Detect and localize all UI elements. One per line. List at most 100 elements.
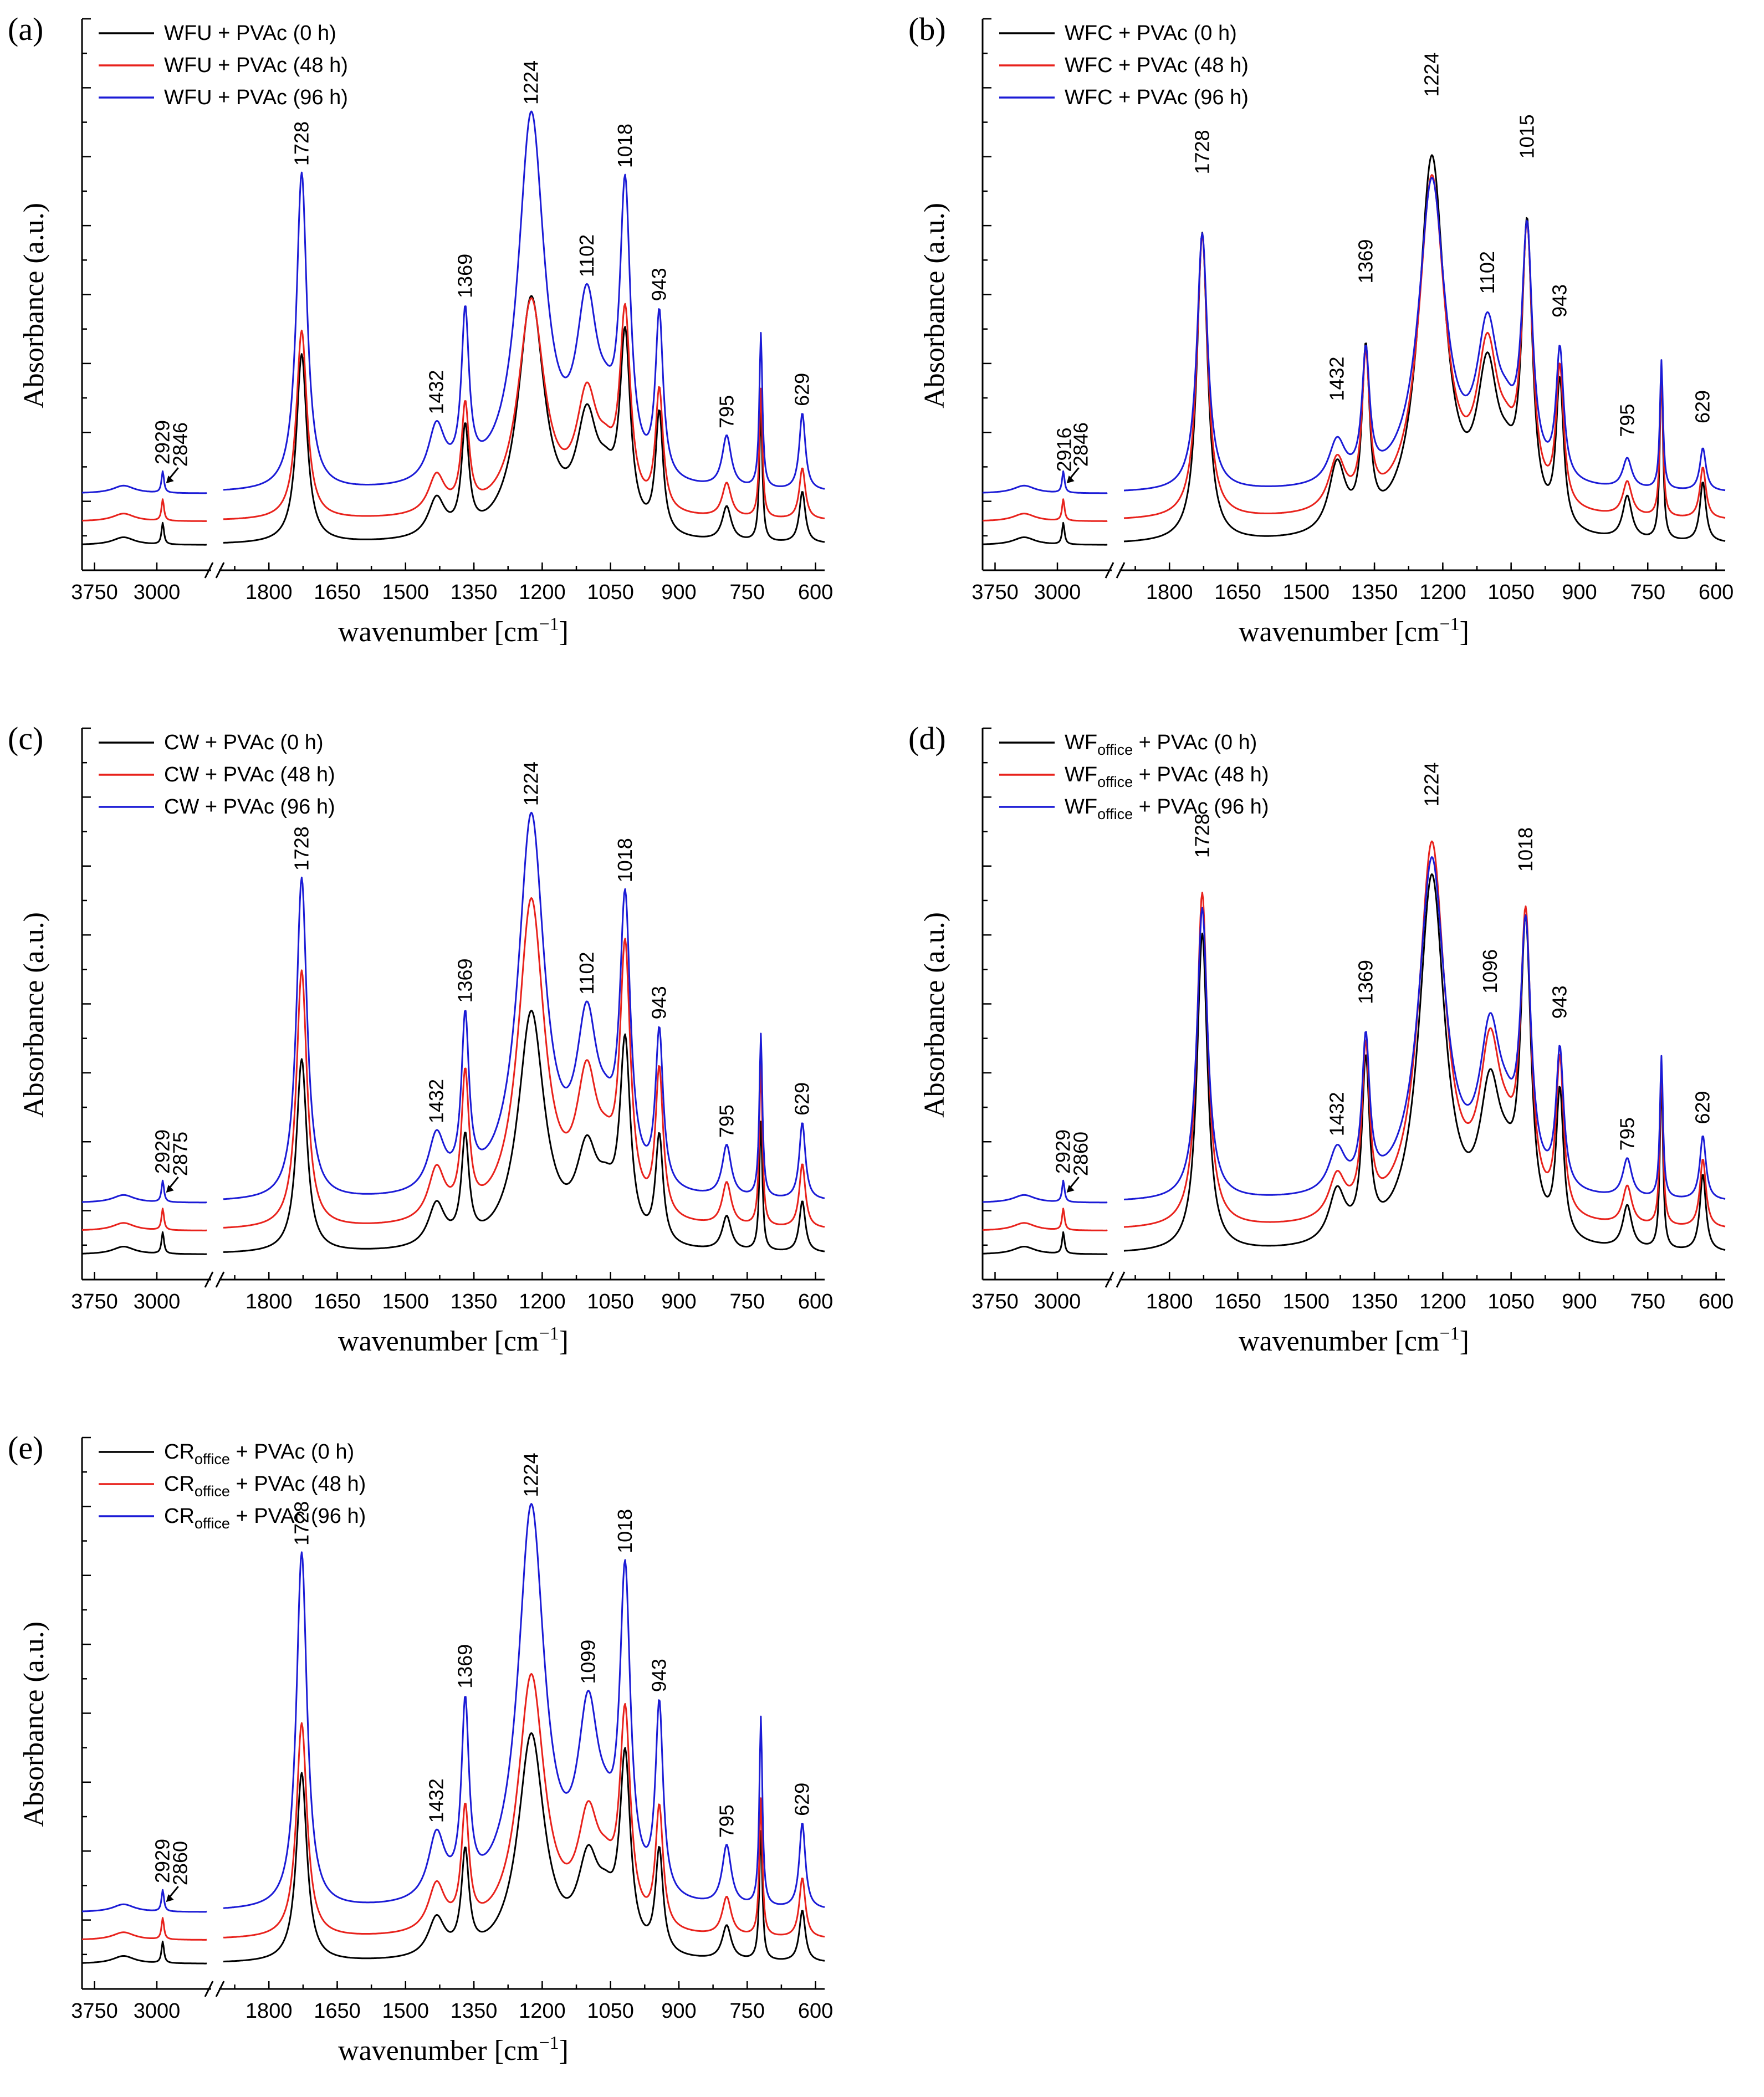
peak-arrowhead	[166, 1894, 174, 1902]
legend-label-base: WF	[1065, 763, 1097, 786]
peak-label: 795	[1615, 1117, 1638, 1150]
legend-label: CRoffice + PVAc (48 h)	[164, 1472, 366, 1500]
spectrum-0h-high	[982, 1231, 1108, 1255]
legend-label-base: WFU	[164, 54, 212, 77]
x-tick-label: 1800	[1146, 1290, 1193, 1313]
peak-label: 1099	[576, 1640, 599, 1684]
x-tick-label: 3000	[134, 1290, 181, 1313]
x-tick-label: 3000	[1034, 581, 1081, 604]
legend-label-sub: office	[195, 1451, 230, 1467]
x-tick-label: 1050	[1487, 581, 1535, 604]
peak-label: 1096	[1479, 949, 1501, 994]
peak-label: 2929	[151, 1129, 174, 1174]
peak-label: 1369	[1354, 960, 1377, 1004]
spectrum-0h-fingerprint	[1123, 154, 1726, 543]
x-tick-label: 1200	[1419, 581, 1466, 604]
x-tick-label: 1650	[1214, 1290, 1261, 1313]
peak-label: 2846	[1070, 422, 1092, 467]
legend-label-rest: + PVAc (48 h)	[1133, 763, 1269, 786]
x-tick-label: 1800	[246, 1290, 293, 1313]
x-axis-label: wavenumber [cm−1]	[338, 614, 569, 648]
x-axis-label: wavenumber [cm−1]	[1239, 614, 1469, 648]
legend-label: WFoffice + PVAc (96 h)	[1065, 795, 1269, 822]
legend-label-rest: + PVAc (0 h)	[1133, 731, 1257, 754]
x-tick-label: 750	[1630, 1290, 1665, 1313]
peak-label: 943	[1548, 284, 1571, 318]
legend-label-base: CR	[164, 1440, 195, 1464]
peak-label: 1728	[290, 1501, 313, 1546]
spectrum-96h-fingerprint	[223, 811, 825, 1200]
y-axis-label: Absorbance (a.u.)	[18, 203, 50, 408]
legend-label-base: WFU	[164, 86, 212, 109]
axis-break-mark	[1105, 1271, 1114, 1288]
panel-e: (e) 3750 3000 1800 1650 1500 1350 1200 1050 900 75…	[8, 1430, 833, 2067]
legend-label-sub: office	[1097, 774, 1133, 790]
legend-label-rest: + PVAc (0 h)	[212, 22, 336, 45]
peak-arrowhead	[166, 475, 174, 484]
x-axis-label-end: ]	[559, 616, 569, 648]
x-axis-label-sup: −1	[539, 2033, 559, 2053]
legend-label-rest: + PVAc (96 h)	[1113, 86, 1249, 109]
axis-break-mark	[215, 1271, 225, 1288]
x-axis-label-end: ]	[1460, 616, 1469, 648]
panel-c: (c) 3750 3000 1800 1650 1500 1350 1200 1050 900 75…	[8, 720, 833, 1357]
x-axis-label: wavenumber [cm−1]	[338, 2033, 569, 2067]
legend-label: WFC + PVAc (0 h)	[1065, 22, 1237, 45]
x-tick-label: 1800	[1146, 581, 1193, 604]
legend-label-rest: + PVAc (0 h)	[230, 1440, 354, 1464]
spectrum-0h-fingerprint	[223, 1732, 825, 1963]
peak-label: 2860	[169, 1841, 192, 1885]
legend-label: CW + PVAc (96 h)	[164, 795, 335, 819]
y-axis-label: Absorbance (a.u.)	[919, 912, 950, 1118]
legend-label: CRoffice + PVAc (96 h)	[164, 1505, 366, 1532]
legend-label: WFU + PVAc (48 h)	[164, 54, 348, 77]
peak-label: 1018	[613, 1509, 636, 1553]
spectrum-48h-fingerprint	[223, 897, 825, 1229]
spectrum-48h-high	[81, 1917, 207, 1941]
peak-label: 2860	[1070, 1132, 1092, 1176]
y-axis-label: Absorbance (a.u.)	[18, 1622, 50, 1827]
panel-d: (d) 3750 3000 1800 1650 1500 1350 1200 1050 900 75…	[908, 720, 1734, 1357]
x-tick-label: 1350	[1351, 581, 1398, 604]
spectrum-96h-high	[82, 1889, 207, 1913]
x-tick-label: 750	[730, 581, 765, 604]
legend-label-sub: office	[1097, 806, 1133, 822]
x-tick-label: 1650	[314, 1999, 361, 2023]
spectrum-48h-high	[982, 498, 1108, 522]
spectrum-96h-high	[82, 470, 207, 494]
x-tick-label: 3750	[71, 1290, 118, 1313]
legend-label-base: CR	[164, 1505, 195, 1528]
axis-break-mark	[1105, 562, 1114, 579]
peak-label: 1369	[1354, 239, 1377, 284]
axis-break-mark	[204, 562, 214, 579]
x-tick-label: 3750	[71, 1999, 118, 2023]
peak-label: 1369	[453, 254, 476, 298]
legend-label-base: CR	[164, 1472, 195, 1496]
peak-label: 1432	[1326, 1092, 1348, 1136]
x-tick-label: 600	[798, 581, 833, 604]
peak-label: 1102	[575, 952, 598, 994]
x-tick-label: 750	[730, 1999, 765, 2023]
peak-arrowhead	[1066, 475, 1075, 484]
peak-label: 2846	[169, 422, 192, 467]
x-tick-label: 1050	[587, 1999, 634, 2023]
peak-label: 1728	[290, 826, 313, 871]
x-tick-label: 900	[661, 1999, 696, 2023]
x-tick-label: 1500	[382, 1290, 430, 1313]
x-tick-label: 3000	[1034, 1290, 1081, 1313]
spectrum-0h-fingerprint	[223, 1010, 825, 1253]
peak-label: 795	[715, 1104, 738, 1138]
peak-label: 2929	[1052, 1129, 1075, 1174]
x-tick-label: 1500	[382, 1999, 430, 2023]
x-tick-label: 600	[798, 1290, 833, 1313]
legend-label-rest: + PVAc (96 h)	[230, 1505, 366, 1528]
x-tick-label: 1050	[1487, 1290, 1535, 1313]
x-tick-label: 750	[730, 1290, 765, 1313]
x-tick-label: 1200	[1419, 1290, 1466, 1313]
x-tick-label: 3750	[972, 581, 1019, 604]
x-tick-label: 600	[1699, 581, 1734, 604]
peak-label: 629	[791, 1082, 814, 1116]
peak-label: 1224	[1420, 763, 1443, 807]
peak-label: 1432	[425, 370, 448, 414]
